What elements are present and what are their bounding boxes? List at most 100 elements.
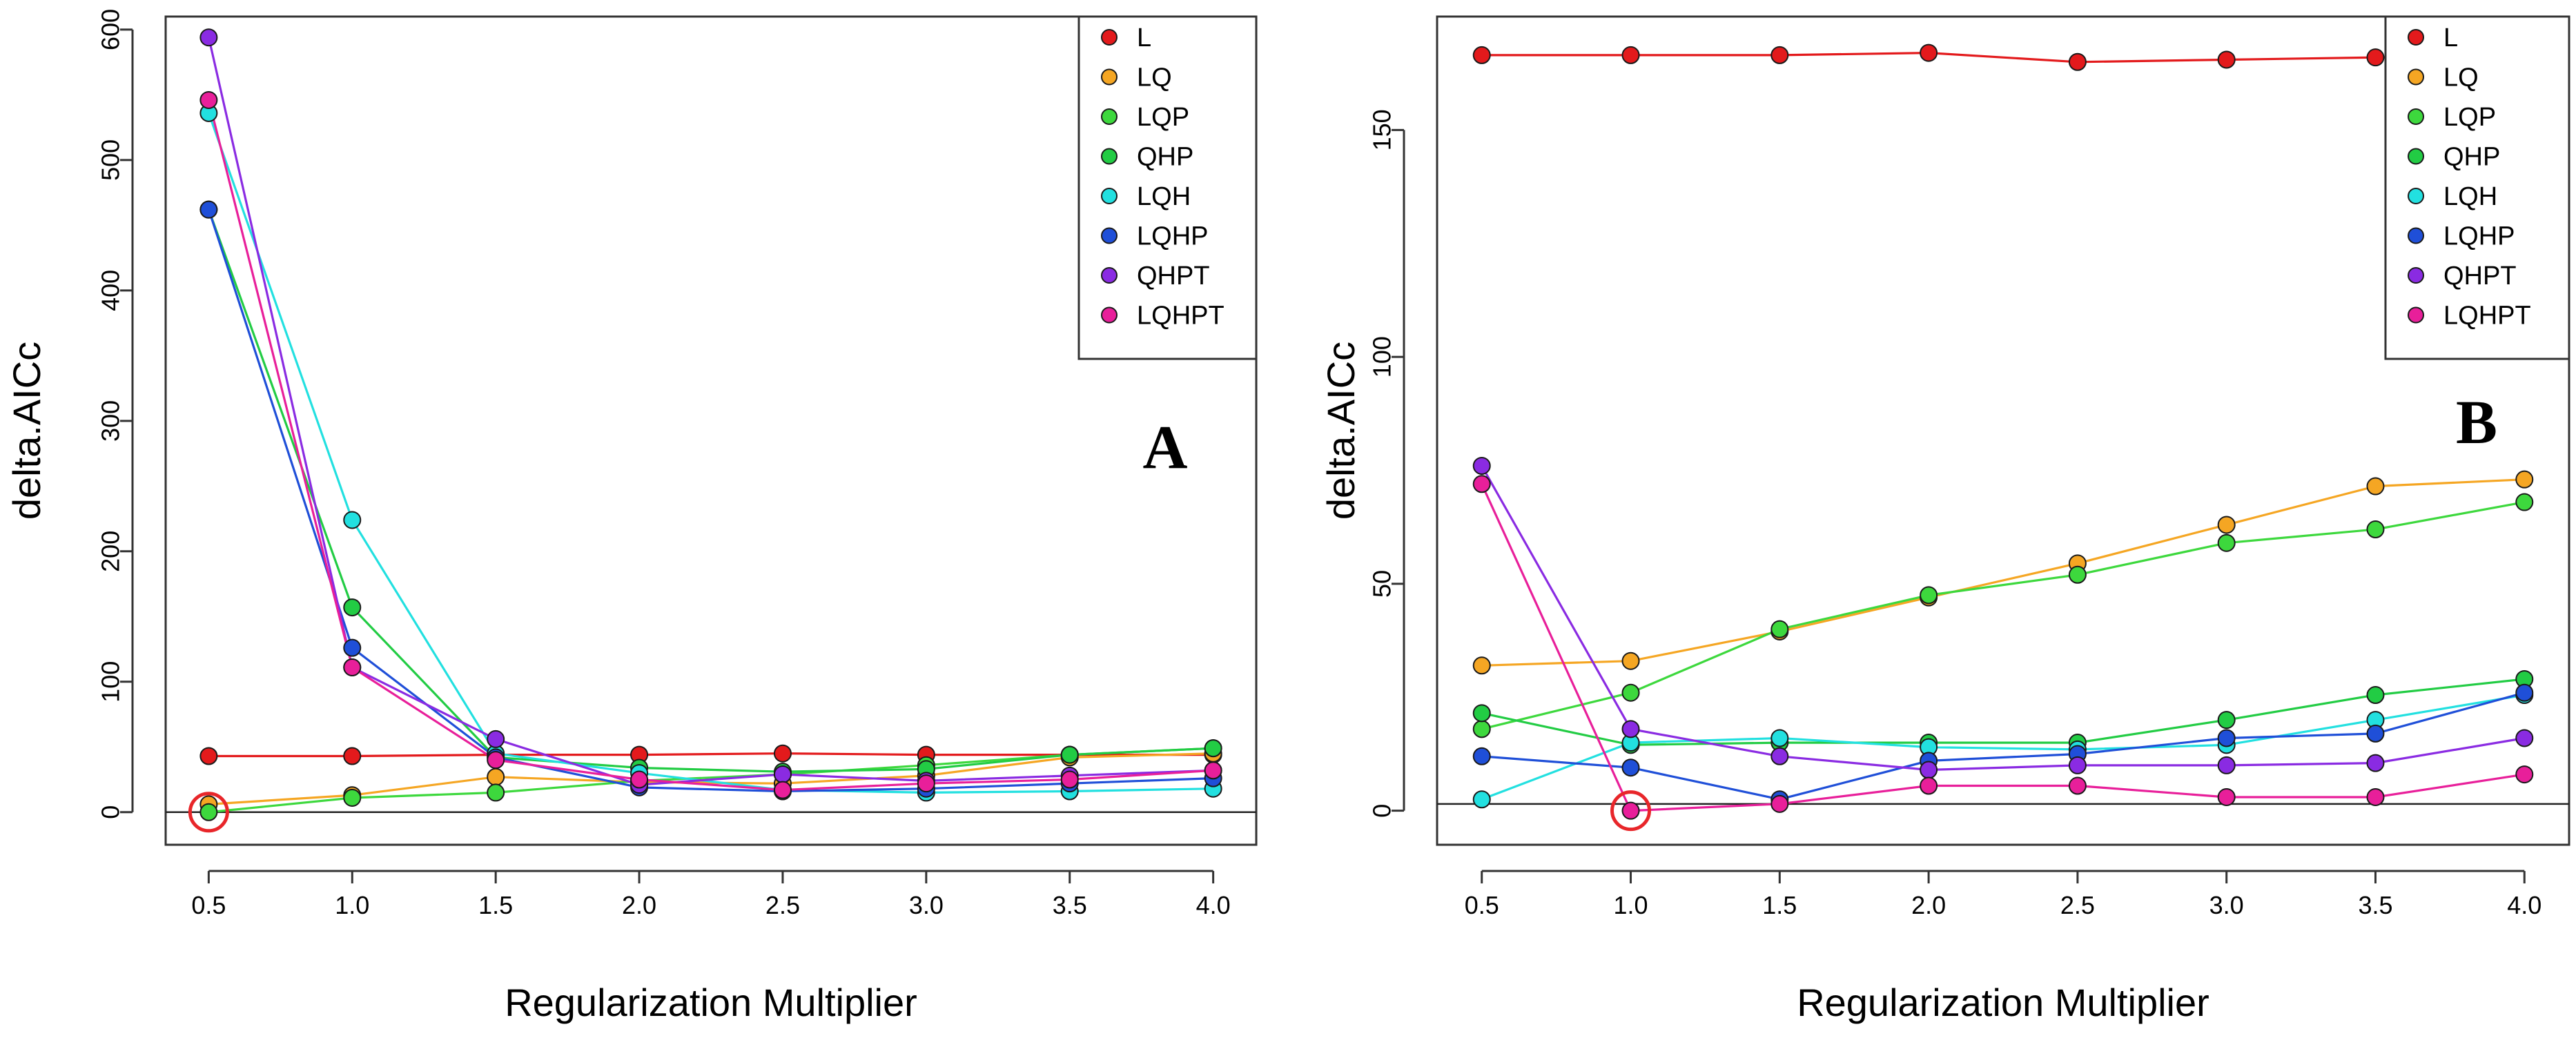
data-point-lqhpt: [2515, 765, 2534, 784]
y-tick-label: 200: [97, 531, 125, 572]
axes: 0.5 1.0 1.5 2.0 2.5 3.0 3.5 4.0 0 50 100 150: [1368, 109, 2542, 919]
plot-frame: [164, 15, 1258, 846]
series-lines: [207, 37, 1213, 814]
legend-marker: [1101, 267, 1118, 284]
data-point-lqhpt: [1060, 770, 1079, 789]
data-point-l: [1920, 43, 1938, 62]
legend: L LQ LQP QHP LQH LQHP QHPT LQHPT: [1077, 15, 1258, 360]
data-point-lqhpt: [199, 90, 218, 109]
legend-label: LQ: [2443, 63, 2479, 92]
series-line-lqhpt: [207, 99, 1213, 792]
legend-marker: [2408, 108, 2424, 125]
legend-marker: [1101, 68, 1118, 86]
series-points: [1472, 43, 2534, 820]
y-axis-title: delta.AICc: [5, 342, 48, 520]
data-point-qhp: [1204, 739, 1222, 758]
x-tick-label: 2.0: [622, 891, 656, 919]
legend-marker: [1101, 306, 1118, 324]
data-point-lqp: [199, 803, 218, 821]
legend-marker: [2408, 29, 2424, 46]
y-axis-title: delta.AICc: [1319, 342, 1363, 520]
data-point-qhp: [1472, 704, 1491, 723]
best-model-circle: [188, 792, 229, 833]
legend-label: LQHPT: [2443, 302, 2531, 331]
x-tick-label: 3.0: [909, 891, 944, 919]
data-point-lqhpt: [1770, 794, 1789, 813]
x-tick-label: 4.0: [1196, 891, 1231, 919]
legend-marker: [1101, 29, 1118, 46]
data-point-lqhpt: [487, 751, 505, 770]
y-tick-label: 100: [1368, 336, 1396, 378]
x-axis-title: Regularization Multiplier: [505, 981, 917, 1024]
legend-label: LQH: [2443, 182, 2497, 211]
y-tick-label: 500: [96, 139, 124, 181]
legend-label: QHP: [2443, 143, 2500, 172]
legend-marker: [2408, 148, 2424, 165]
data-point-lqp: [1770, 620, 1789, 638]
data-point-l: [1770, 46, 1789, 64]
data-point-qhpt: [1920, 761, 1938, 779]
chart-panel-b: delta.AICc Regularization Multiplier B 0…: [1319, 15, 2570, 1024]
legend-label: LQP: [1137, 103, 1189, 132]
data-point-lqhpt: [917, 774, 935, 793]
data-point-l: [2068, 52, 2087, 71]
data-point-lqhp: [1621, 758, 1640, 777]
series-line-qhp: [207, 209, 1213, 773]
legend-label: QHPT: [2443, 262, 2517, 291]
data-point-l: [1472, 46, 1491, 64]
y-tick-label: 400: [97, 270, 125, 311]
axes: 0.5 1.0 1.5 2.0 2.5 3.0 3.5 4.0 0 100 200 300 400 500…: [96, 9, 1230, 919]
best-model-circle: [1610, 790, 1652, 832]
plot-frame: [1436, 15, 2570, 846]
data-point-l: [2217, 50, 2236, 69]
series-line-lq: [208, 752, 1213, 805]
legend-marker: [1101, 188, 1118, 204]
data-point-lqhpt: [1621, 801, 1640, 820]
data-point-lqhp: [1472, 747, 1491, 765]
panel-letter: B: [2456, 389, 2497, 457]
x-tick-label: 2.0: [1911, 891, 1946, 919]
series-line-lqhp: [207, 209, 1213, 793]
data-point-lqp: [487, 783, 505, 802]
legend: L LQ LQP QHP LQH LQHP QHPT LQHPT: [2384, 15, 2570, 360]
data-point-qhpt: [2366, 754, 2385, 772]
x-tick-label: 4.0: [2507, 891, 2541, 919]
x-tick-label: 3.5: [1053, 891, 1087, 919]
x-tick-label: 2.5: [2060, 891, 2095, 919]
data-point-qhpt: [773, 765, 792, 783]
data-point-l: [199, 747, 218, 765]
series-line-lqh: [207, 112, 1213, 794]
legend-marker: [2408, 267, 2424, 284]
data-point-lq: [2217, 516, 2236, 534]
data-point-lqp: [2366, 520, 2385, 539]
series-line-lqh: [1481, 694, 2525, 801]
data-point-lq: [1621, 652, 1640, 670]
data-point-lqhp: [2515, 683, 2534, 702]
data-point-lqhp: [2366, 724, 2385, 743]
data-point-qhpt: [1472, 456, 1491, 475]
legend-marker: [2408, 188, 2424, 204]
x-tick-label: 1.0: [1614, 891, 1648, 919]
x-tick-label: 1.5: [478, 891, 513, 919]
x-tick-label: 3.5: [2358, 891, 2392, 919]
series-points: [199, 28, 1222, 821]
data-point-qhpt: [2068, 756, 2087, 774]
data-point-lqhpt: [1204, 761, 1222, 780]
data-point-qhp: [2217, 711, 2236, 729]
legend-label: LQHPT: [1137, 302, 1224, 331]
data-point-lqhpt: [1920, 776, 1938, 795]
x-tick-label: 1.0: [335, 891, 369, 919]
legend-marker: [2408, 227, 2424, 244]
data-point-qhpt: [2217, 756, 2236, 774]
data-point-lqhp: [343, 638, 362, 657]
x-tick-label: 0.5: [1465, 891, 1499, 919]
data-point-lqp: [2068, 565, 2087, 584]
data-point-l: [2366, 48, 2385, 67]
legend-label: QHP: [1137, 143, 1193, 172]
data-point-lqhpt: [2366, 787, 2385, 806]
data-point-qhp: [343, 598, 362, 617]
x-axis-title: Regularization Multiplier: [1797, 981, 2209, 1024]
data-point-lqh: [1770, 729, 1789, 747]
legend-marker: [2408, 306, 2424, 324]
data-point-lqhp: [199, 200, 218, 219]
